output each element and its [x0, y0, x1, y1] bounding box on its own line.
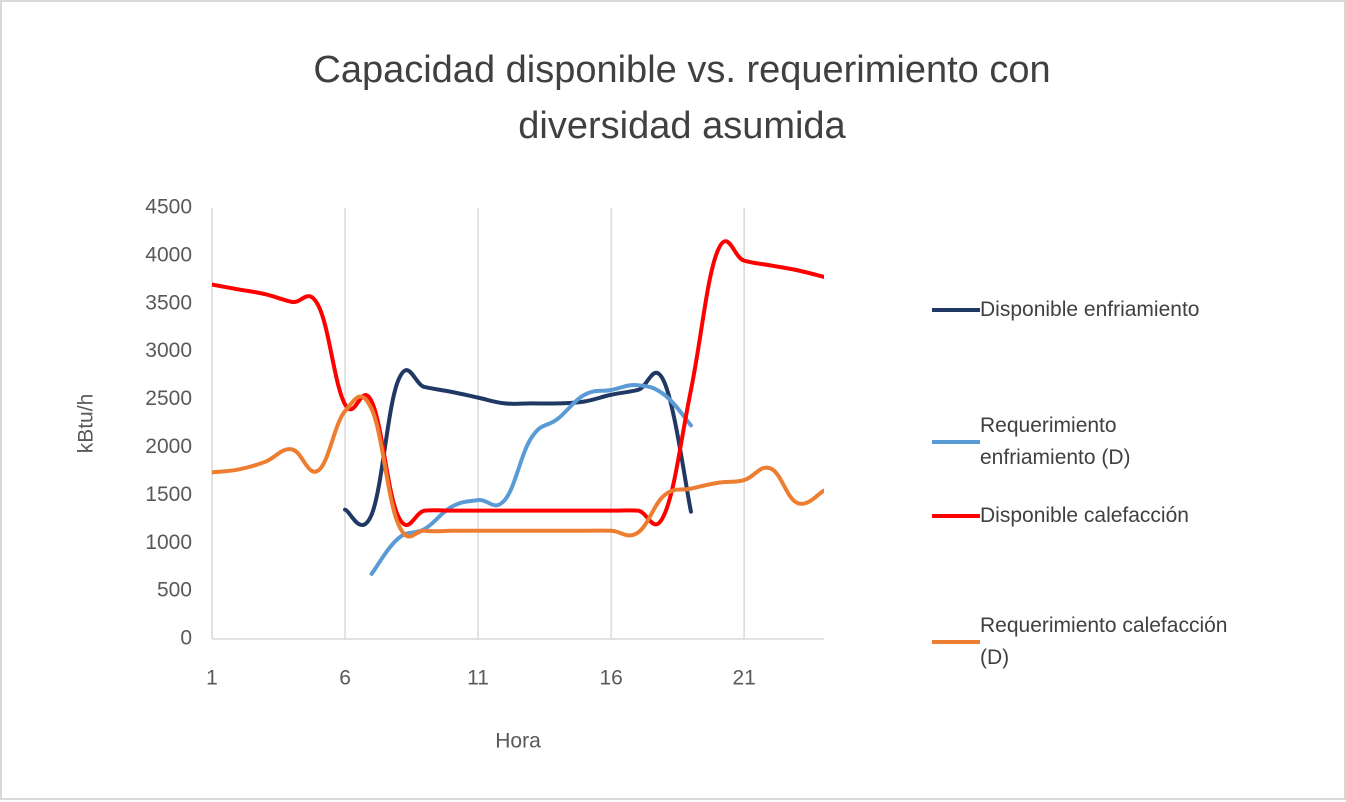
legend-item: Disponible calefacción	[932, 500, 1262, 532]
y-tick-label: 3000	[145, 339, 192, 362]
y-tick-label: 4000	[145, 243, 192, 266]
series-line	[212, 394, 824, 539]
x-tick-label: 16	[599, 667, 622, 690]
series-line	[343, 368, 693, 527]
legend-label: Requerimiento calefacción (D)	[980, 614, 1228, 669]
legend-item: Requerimiento calefacción (D)	[932, 610, 1262, 674]
x-tick-label: 6	[339, 667, 351, 690]
legend-label: Disponible enfriamiento	[980, 298, 1200, 321]
legend-swatch	[932, 440, 980, 444]
y-tick-label: 1000	[145, 531, 192, 554]
y-tick-label: 2000	[145, 435, 192, 458]
legend-item: Disponible enfriamiento	[932, 294, 1262, 326]
x-axis-label: Hora	[495, 730, 541, 753]
y-tick-label: 500	[157, 579, 192, 602]
legend-item: Requerimiento enfriamiento (D)	[932, 410, 1262, 474]
y-tick-label: 1500	[145, 483, 192, 506]
legend-swatch	[932, 514, 980, 518]
y-tick-label: 0	[180, 627, 192, 650]
legend-label: Disponible calefacción	[980, 504, 1189, 527]
chart-title: Capacidad disponible vs. requerimiento c…	[313, 49, 1051, 147]
y-tick-label: 3500	[145, 291, 192, 314]
series-line	[369, 383, 693, 576]
y-axis-label: kBtu/h	[75, 394, 98, 454]
x-tick-label: 11	[467, 667, 489, 690]
legend-label: Requerimiento enfriamiento (D)	[980, 414, 1131, 469]
series-line	[212, 239, 824, 527]
x-tick-label: 21	[732, 667, 755, 690]
y-tick-label: 4500	[145, 196, 192, 219]
legend-swatch	[932, 640, 980, 644]
plot-area	[212, 239, 824, 576]
y-tick-label: 2500	[145, 387, 192, 410]
x-tick-label: 1	[206, 667, 218, 690]
legend-swatch	[932, 308, 980, 312]
